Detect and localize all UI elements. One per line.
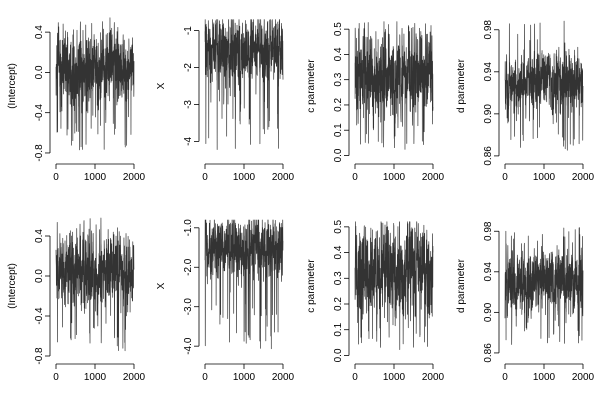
trace-panel-4: 0 1000 2000 0.86 0.90 0.94 0.98 d parameter <box>456 20 595 183</box>
x-tick-label: 2000 <box>272 172 295 183</box>
y-tick-label: 0.3 <box>333 72 344 86</box>
y-tick-label: -0.8 <box>34 144 45 162</box>
y-tick-label: 0.1 <box>333 123 344 137</box>
y-tick-label: 0.4 <box>34 25 45 39</box>
trace-series-line <box>204 219 284 350</box>
y-tick-label: 0.4 <box>333 245 344 259</box>
y-tick-label: -1.0 <box>183 219 194 237</box>
y-tick-label: 0.4 <box>333 47 344 61</box>
y-tick-label: 0.2 <box>333 297 344 311</box>
trace-panel-5: 0 1000 2000 -0.8 -0.4 0.0 0.4 (Intercept) <box>7 217 146 383</box>
x-tick-label: 1000 <box>84 372 107 383</box>
x-tick-label: 0 <box>502 172 508 183</box>
trace-series-line <box>204 19 284 150</box>
trace-panel-3: 0 1000 2000 0.0 0.1 0.2 0.3 0.4 0.5 c parameter <box>306 21 445 183</box>
y-tick-label: -0.4 <box>34 104 45 122</box>
trace-series-line <box>55 217 135 352</box>
y-tick-label: 0.98 <box>483 221 494 241</box>
x-tick-label: 0 <box>53 172 59 183</box>
x-tick-label: 1000 <box>383 372 406 383</box>
y-axis-title: (Intercept) <box>7 63 18 109</box>
x-tick-label: 0 <box>202 172 208 183</box>
y-tick-label: -0.8 <box>34 347 45 365</box>
y-tick-label: 0.0 <box>333 348 344 362</box>
trace-panel-2: 0 1000 2000 -4 -3 -2 -1 X <box>156 19 295 183</box>
y-axis-title: d parameter <box>456 58 467 113</box>
trace-series-line <box>504 20 584 151</box>
x-tick-label: 1000 <box>533 172 556 183</box>
x-tick-label: 1000 <box>233 372 256 383</box>
x-tick-label: 2000 <box>422 372 445 383</box>
y-tick-label: -0.4 <box>34 307 45 325</box>
y-tick-label: -1 <box>183 26 194 35</box>
y-tick-label: 0.94 <box>483 62 494 82</box>
y-tick-label: 0.86 <box>483 343 494 363</box>
y-tick-label: -3.0 <box>183 298 194 316</box>
x-tick-label: 2000 <box>572 372 595 383</box>
trace-series-line <box>55 17 135 151</box>
y-tick-label: 0.0 <box>333 148 344 162</box>
x-tick-label: 2000 <box>422 172 445 183</box>
y-tick-label: 0.98 <box>483 20 494 40</box>
x-tick-label: 0 <box>352 172 358 183</box>
x-tick-label: 0 <box>53 372 59 383</box>
trace-series-line <box>354 21 434 150</box>
y-axis-title: c parameter <box>306 259 317 313</box>
trace-panel-1: 0 1000 2000 -0.8 -0.4 0.0 0.4 (Intercept) <box>7 17 146 183</box>
trace-panel-7: 0 1000 2000 0.0 0.1 0.2 0.3 0.4 0.5 c parameter <box>306 219 445 383</box>
y-tick-label: 0.1 <box>333 322 344 336</box>
x-tick-label: 1000 <box>533 372 556 383</box>
trace-series-line <box>354 221 434 350</box>
y-tick-label: -4 <box>183 137 194 146</box>
x-tick-label: 1000 <box>233 172 256 183</box>
y-tick-label: -4.0 <box>183 337 194 355</box>
y-tick-label: 0.94 <box>483 262 494 282</box>
y-tick-label: 0.2 <box>333 98 344 112</box>
y-tick-label: -3 <box>183 100 194 109</box>
y-tick-label: 0.3 <box>333 271 344 285</box>
trace-panel-6: 0 1000 2000 -4.0 -3.0 -2.0 -1.0 X <box>156 219 295 383</box>
y-axis-title: X <box>156 82 167 89</box>
x-tick-label: 0 <box>202 372 208 383</box>
x-tick-label: 2000 <box>123 172 146 183</box>
y-axis-title: c parameter <box>306 59 317 113</box>
y-tick-label: 0.5 <box>333 219 344 233</box>
x-tick-label: 1000 <box>383 172 406 183</box>
y-axis-title: X <box>156 282 167 289</box>
x-tick-label: 2000 <box>272 372 295 383</box>
x-tick-label: 0 <box>502 372 508 383</box>
y-axis-title: d parameter <box>456 258 467 313</box>
y-tick-label: -2.0 <box>183 258 194 276</box>
y-tick-label: 0.0 <box>34 65 45 79</box>
y-tick-label: 0.90 <box>483 302 494 322</box>
y-tick-label: 0.86 <box>483 146 494 166</box>
trace-panel-8: 0 1000 2000 0.86 0.90 0.94 0.98 d parameter <box>456 221 595 383</box>
y-tick-label: 0.5 <box>333 22 344 36</box>
trace-series-line <box>504 227 584 345</box>
x-tick-label: 2000 <box>123 372 146 383</box>
y-tick-label: 0.4 <box>34 229 45 243</box>
y-tick-label: 0.0 <box>34 269 45 283</box>
x-tick-label: 1000 <box>84 172 107 183</box>
x-tick-label: 0 <box>352 372 358 383</box>
y-tick-label: -2 <box>183 63 194 72</box>
x-tick-label: 2000 <box>572 172 595 183</box>
y-tick-label: 0.90 <box>483 104 494 124</box>
y-axis-title: (Intercept) <box>7 263 18 309</box>
